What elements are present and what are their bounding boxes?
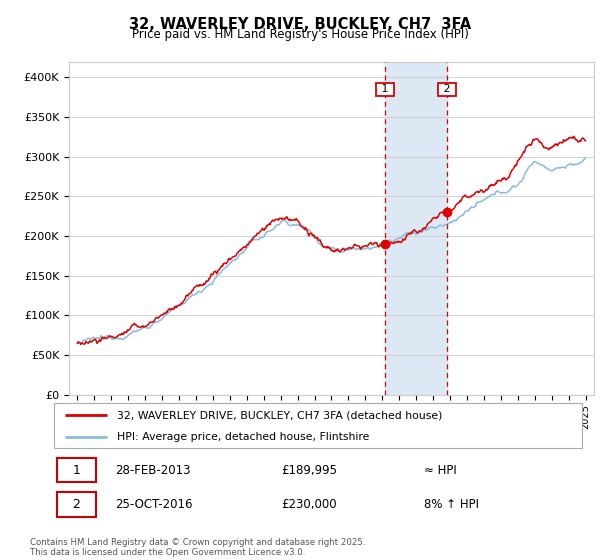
Text: 2: 2 xyxy=(440,85,454,95)
Text: HPI: Average price, detached house, Flintshire: HPI: Average price, detached house, Flin… xyxy=(118,432,370,442)
Text: £230,000: £230,000 xyxy=(281,498,337,511)
Text: 1: 1 xyxy=(72,464,80,477)
Text: ≈ HPI: ≈ HPI xyxy=(424,464,457,477)
Text: £189,995: £189,995 xyxy=(281,464,337,477)
Text: 8% ↑ HPI: 8% ↑ HPI xyxy=(424,498,479,511)
Text: 1: 1 xyxy=(378,85,392,95)
Text: Price paid vs. HM Land Registry's House Price Index (HPI): Price paid vs. HM Land Registry's House … xyxy=(131,28,469,41)
FancyBboxPatch shape xyxy=(54,403,582,448)
Text: 2: 2 xyxy=(72,498,80,511)
FancyBboxPatch shape xyxy=(56,492,96,517)
Text: 32, WAVERLEY DRIVE, BUCKLEY, CH7  3FA: 32, WAVERLEY DRIVE, BUCKLEY, CH7 3FA xyxy=(129,17,471,32)
Text: Contains HM Land Registry data © Crown copyright and database right 2025.
This d: Contains HM Land Registry data © Crown c… xyxy=(30,538,365,557)
FancyBboxPatch shape xyxy=(56,458,96,483)
Text: 25-OCT-2016: 25-OCT-2016 xyxy=(115,498,192,511)
Bar xyxy=(385,62,447,395)
Text: 28-FEB-2013: 28-FEB-2013 xyxy=(115,464,190,477)
Text: 32, WAVERLEY DRIVE, BUCKLEY, CH7 3FA (detached house): 32, WAVERLEY DRIVE, BUCKLEY, CH7 3FA (de… xyxy=(118,410,443,421)
